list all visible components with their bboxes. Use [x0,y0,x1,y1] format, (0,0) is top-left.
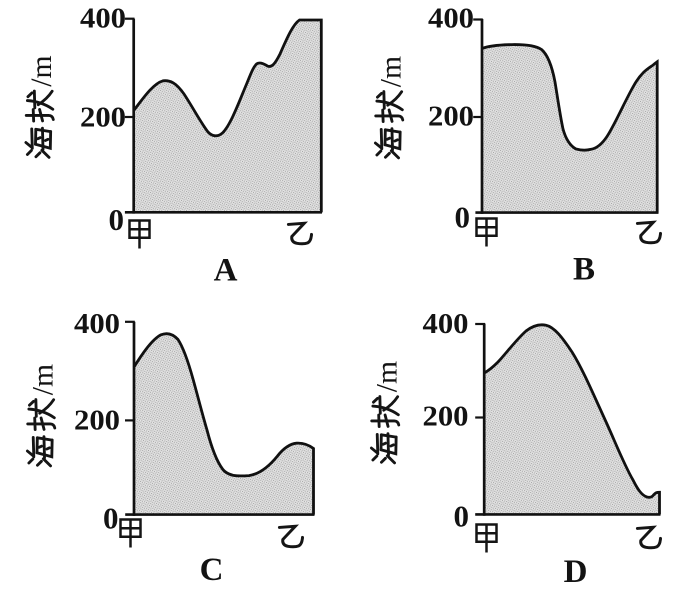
svg-text:200: 200 [74,406,120,437]
svg-text:A: A [214,253,238,289]
svg-text:C: C [200,552,224,588]
svg-text:0: 0 [455,200,471,235]
svg-text:400: 400 [428,4,474,35]
svg-text:200: 200 [80,103,126,134]
svg-text:D: D [564,554,588,590]
svg-text:0: 0 [454,499,470,534]
svg-text:200: 200 [428,102,474,133]
svg-text:400: 400 [80,4,126,35]
svg-text:B: B [573,252,595,288]
svg-text:0: 0 [109,202,125,237]
svg-text:400: 400 [74,309,120,340]
svg-text:0: 0 [103,501,119,536]
svg-text:200: 200 [423,402,469,433]
svg-text:400: 400 [423,309,469,340]
